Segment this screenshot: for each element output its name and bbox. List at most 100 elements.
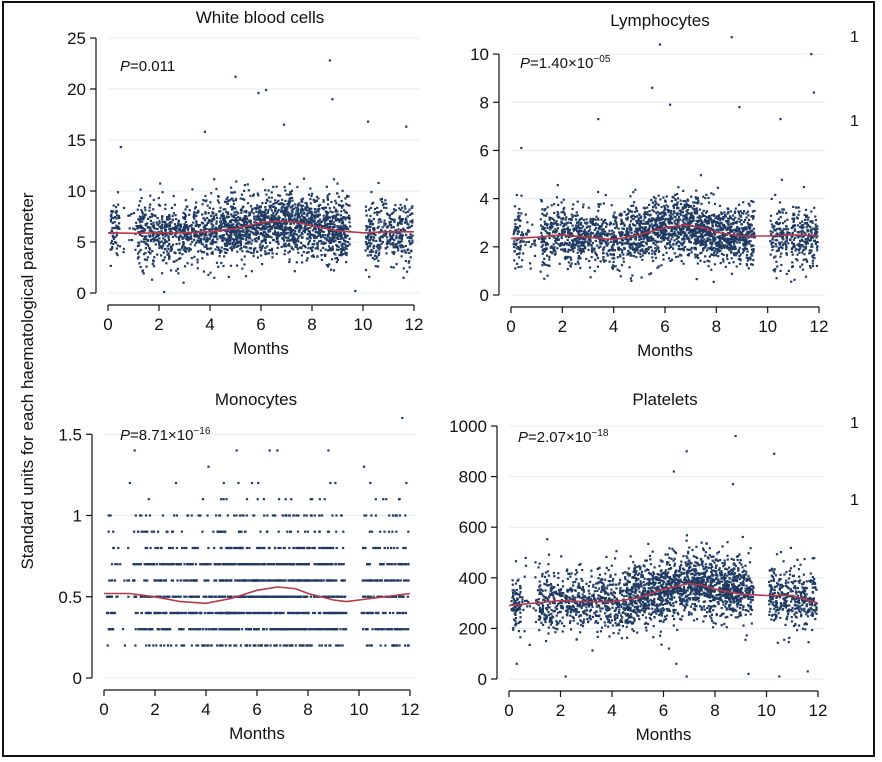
data-point <box>329 229 332 232</box>
data-point <box>397 221 400 225</box>
data-point <box>546 254 549 257</box>
data-point <box>296 238 299 241</box>
data-point <box>739 253 742 256</box>
data-point <box>705 219 708 222</box>
data-point <box>749 231 752 234</box>
data-point <box>380 209 383 212</box>
data-point <box>195 241 198 244</box>
data-point <box>643 207 647 210</box>
data-point <box>388 233 391 236</box>
data-point <box>259 211 262 214</box>
data-point <box>282 244 285 247</box>
data-point <box>336 233 339 236</box>
data-point <box>195 211 198 214</box>
data-point <box>378 251 381 254</box>
data-point <box>277 199 280 202</box>
data-point <box>401 218 404 221</box>
data-point <box>562 198 565 201</box>
data-point <box>339 224 342 227</box>
data-point <box>177 248 180 251</box>
data-point <box>667 209 670 212</box>
data-point <box>314 223 317 226</box>
data-point <box>348 221 351 224</box>
data-point <box>392 244 395 247</box>
data-point <box>380 229 383 232</box>
data-point <box>695 255 699 258</box>
data-point <box>389 236 393 239</box>
data-point <box>582 241 585 244</box>
data-point <box>663 235 666 238</box>
data-point <box>409 233 412 236</box>
data-point <box>567 221 570 224</box>
data-point <box>372 236 375 239</box>
data-point <box>613 249 616 252</box>
data-point <box>680 211 683 214</box>
data-point <box>303 244 306 248</box>
data-point <box>370 191 373 194</box>
data-point <box>673 220 676 223</box>
data-point <box>331 233 334 236</box>
data-point <box>742 235 745 238</box>
data-point <box>273 218 276 221</box>
data-point <box>383 219 386 222</box>
data-point <box>640 215 643 218</box>
data-point <box>384 234 387 237</box>
data-point <box>381 240 384 244</box>
data-point <box>116 214 119 217</box>
data-point <box>294 212 297 215</box>
data-point <box>643 226 646 230</box>
data-point <box>380 220 383 223</box>
data-point <box>147 250 150 254</box>
data-point <box>617 227 620 230</box>
data-point <box>690 221 693 224</box>
data-point <box>816 241 819 244</box>
data-point <box>325 224 329 227</box>
data-point <box>593 247 596 250</box>
data-point <box>719 236 722 239</box>
y-tick-label: 5 <box>77 233 86 252</box>
data-point <box>557 212 560 215</box>
data-point <box>211 212 214 215</box>
data-point <box>562 218 565 221</box>
data-point <box>326 235 329 238</box>
data-point <box>577 230 580 233</box>
data-point <box>626 216 629 219</box>
data-point <box>300 241 303 244</box>
data-point <box>255 237 258 240</box>
data-point <box>673 252 676 255</box>
data-point <box>291 199 294 202</box>
data-point <box>601 239 604 242</box>
data-point <box>816 231 819 234</box>
data-point <box>270 227 273 230</box>
data-point <box>372 246 375 250</box>
data-point <box>150 215 153 218</box>
data-point <box>792 238 795 241</box>
data-point <box>204 211 207 214</box>
data-point <box>677 244 681 248</box>
data-point <box>287 227 290 230</box>
data-point <box>546 243 549 246</box>
data-point <box>183 265 187 268</box>
data-point <box>261 218 264 221</box>
data-point <box>544 229 547 233</box>
data-point <box>337 245 340 248</box>
data-point <box>740 223 743 226</box>
data-point <box>604 221 607 224</box>
data-point <box>588 259 591 263</box>
data-point <box>680 247 683 251</box>
data-point <box>715 254 718 257</box>
data-point <box>639 255 642 258</box>
data-point <box>110 230 113 233</box>
data-point <box>182 226 186 229</box>
data-point <box>578 238 581 241</box>
data-point <box>376 265 380 268</box>
data-point <box>697 199 700 202</box>
data-point <box>373 258 376 261</box>
data-point <box>610 204 613 207</box>
data-point <box>269 207 272 210</box>
data-point <box>728 225 731 228</box>
data-point <box>807 233 811 236</box>
data-point <box>648 203 651 206</box>
data-point <box>273 231 276 234</box>
data-point <box>514 223 517 226</box>
